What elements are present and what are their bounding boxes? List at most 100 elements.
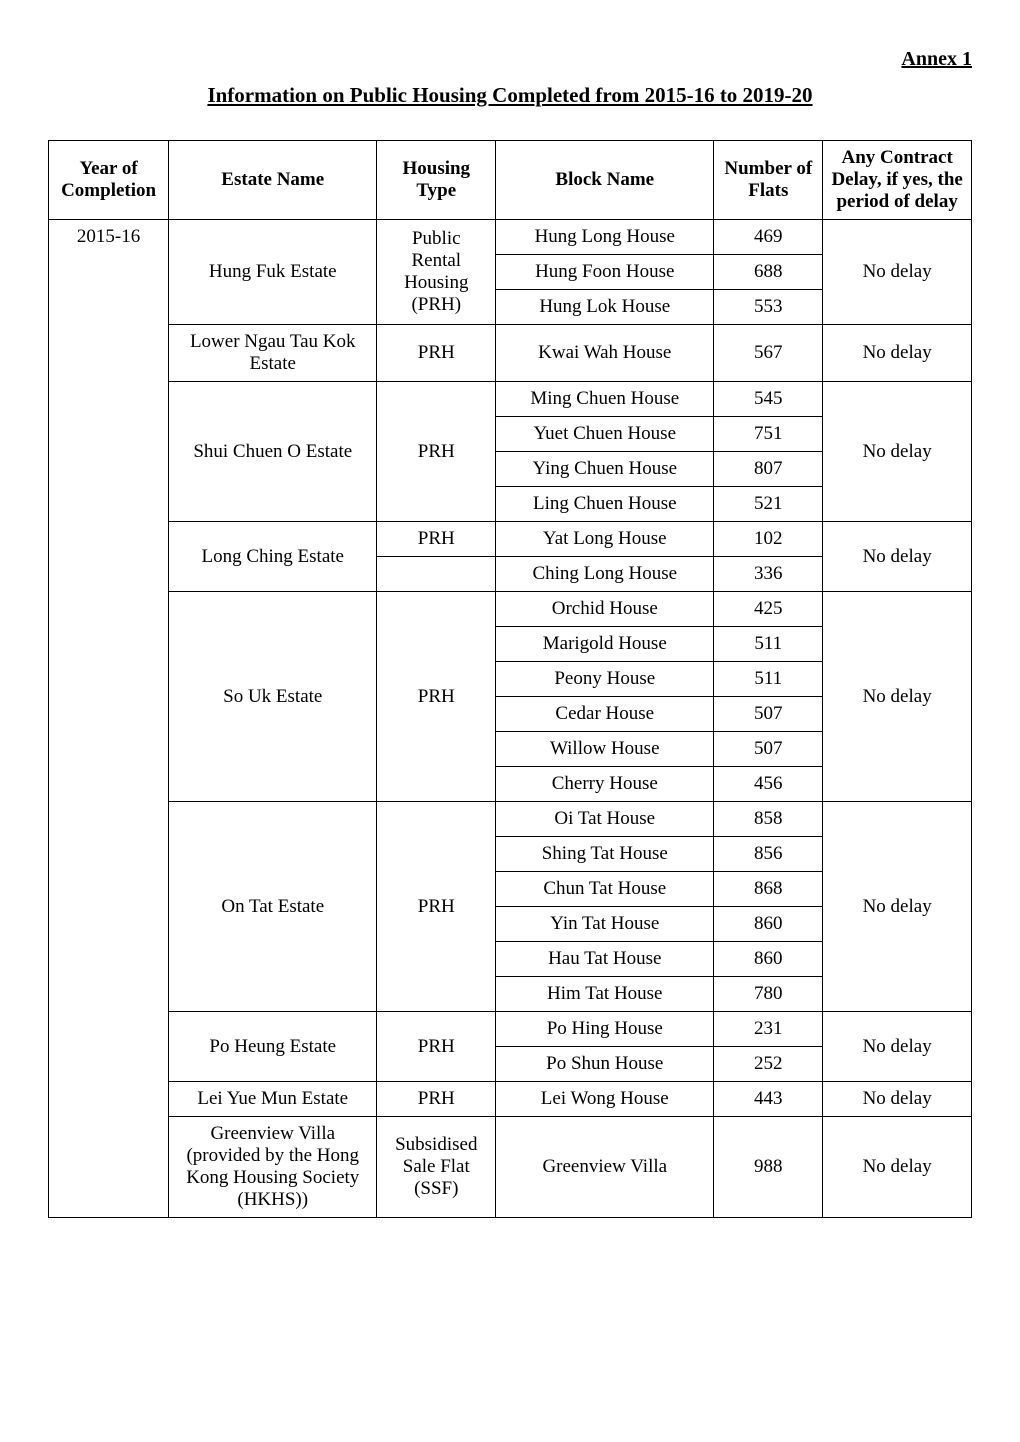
table-row: Long Ching EstatePRHYat Long House102No … (49, 522, 972, 557)
type-cell: PRH (377, 382, 496, 522)
block-cell: Oi Tat House (496, 802, 714, 837)
type-cell: PRH (377, 1082, 496, 1117)
flats-cell: 507 (714, 697, 823, 732)
table-row: Lei Yue Mun EstatePRHLei Wong House443No… (49, 1082, 972, 1117)
block-cell: Cherry House (496, 767, 714, 802)
type-cell: PRH (377, 522, 496, 557)
flats-cell: 868 (714, 872, 823, 907)
table-row: On Tat EstatePRHOi Tat House858No delay (49, 802, 972, 837)
estate-cell: Hung Fuk Estate (169, 220, 377, 325)
header-delay: Any Contract Delay, if yes, the period o… (823, 141, 972, 220)
header-block: Block Name (496, 141, 714, 220)
flats-cell: 231 (714, 1012, 823, 1047)
flats-cell: 511 (714, 662, 823, 697)
block-cell: Hung Lok House (496, 290, 714, 325)
table-row: Lower Ngau Tau Kok EstatePRHKwai Wah Hou… (49, 325, 972, 382)
flats-cell: 545 (714, 382, 823, 417)
delay-cell: No delay (823, 592, 972, 802)
flats-cell: 443 (714, 1082, 823, 1117)
table-row: Po Heung EstatePRHPo Hing House231No del… (49, 1012, 972, 1047)
delay-cell: No delay (823, 1082, 972, 1117)
block-cell: Greenview Villa (496, 1117, 714, 1218)
flats-cell: 860 (714, 907, 823, 942)
flats-cell: 511 (714, 627, 823, 662)
flats-cell: 507 (714, 732, 823, 767)
flats-cell: 336 (714, 557, 823, 592)
block-cell: Peony House (496, 662, 714, 697)
type-cell: PRH (377, 802, 496, 1012)
flats-cell: 688 (714, 255, 823, 290)
delay-cell: No delay (823, 220, 972, 325)
estate-cell: Lei Yue Mun Estate (169, 1082, 377, 1117)
flats-cell: 807 (714, 452, 823, 487)
delay-cell: No delay (823, 522, 972, 592)
table-row: 2015-16Hung Fuk EstatePublic Rental Hous… (49, 220, 972, 255)
flats-cell: 751 (714, 417, 823, 452)
block-cell: Lei Wong House (496, 1082, 714, 1117)
flats-cell: 860 (714, 942, 823, 977)
table-body: 2015-16Hung Fuk EstatePublic Rental Hous… (49, 220, 972, 1218)
flats-cell: 567 (714, 325, 823, 382)
header-flats: Number of Flats (714, 141, 823, 220)
block-cell: Kwai Wah House (496, 325, 714, 382)
table-row: So Uk EstatePRHOrchid House425No delay (49, 592, 972, 627)
table-header-row: Year of Completion Estate Name Housing T… (49, 141, 972, 220)
estate-cell: Shui Chuen O Estate (169, 382, 377, 522)
flats-cell: 456 (714, 767, 823, 802)
flats-cell: 425 (714, 592, 823, 627)
flats-cell: 858 (714, 802, 823, 837)
flats-cell: 780 (714, 977, 823, 1012)
estate-cell: Lower Ngau Tau Kok Estate (169, 325, 377, 382)
page-title: Information on Public Housing Completed … (48, 83, 972, 108)
block-cell: Ying Chuen House (496, 452, 714, 487)
estate-cell: On Tat Estate (169, 802, 377, 1012)
annex-label: Annex 1 (48, 48, 972, 71)
block-cell: Yin Tat House (496, 907, 714, 942)
block-cell: Po Shun House (496, 1047, 714, 1082)
flats-cell: 521 (714, 487, 823, 522)
type-cell (377, 557, 496, 592)
type-cell: PRH (377, 592, 496, 802)
delay-cell: No delay (823, 802, 972, 1012)
block-cell: Hung Long House (496, 220, 714, 255)
delay-cell: No delay (823, 382, 972, 522)
block-cell: Cedar House (496, 697, 714, 732)
block-cell: Yat Long House (496, 522, 714, 557)
block-cell: Yuet Chuen House (496, 417, 714, 452)
block-cell: Po Hing House (496, 1012, 714, 1047)
header-year: Year of Completion (49, 141, 169, 220)
block-cell: Hau Tat House (496, 942, 714, 977)
header-type: Housing Type (377, 141, 496, 220)
delay-cell: No delay (823, 1012, 972, 1082)
block-cell: Shing Tat House (496, 837, 714, 872)
flats-cell: 102 (714, 522, 823, 557)
block-cell: Chun Tat House (496, 872, 714, 907)
block-cell: Hung Foon House (496, 255, 714, 290)
type-cell: PRH (377, 1012, 496, 1082)
block-cell: Ming Chuen House (496, 382, 714, 417)
housing-table: Year of Completion Estate Name Housing T… (48, 140, 972, 1218)
type-cell: PRH (377, 325, 496, 382)
header-estate: Estate Name (169, 141, 377, 220)
flats-cell: 553 (714, 290, 823, 325)
block-cell: Ching Long House (496, 557, 714, 592)
flats-cell: 252 (714, 1047, 823, 1082)
type-cell: Public Rental Housing (PRH) (377, 220, 496, 325)
block-cell: Ling Chuen House (496, 487, 714, 522)
estate-cell: Long Ching Estate (169, 522, 377, 592)
delay-cell: No delay (823, 325, 972, 382)
flats-cell: 988 (714, 1117, 823, 1218)
block-cell: Orchid House (496, 592, 714, 627)
estate-cell: Greenview Villa (provided by the Hong Ko… (169, 1117, 377, 1218)
estate-cell: Po Heung Estate (169, 1012, 377, 1082)
block-cell: Him Tat House (496, 977, 714, 1012)
year-cell: 2015-16 (49, 220, 169, 1218)
flats-cell: 469 (714, 220, 823, 255)
flats-cell: 856 (714, 837, 823, 872)
delay-cell: No delay (823, 1117, 972, 1218)
estate-cell: So Uk Estate (169, 592, 377, 802)
block-cell: Marigold House (496, 627, 714, 662)
type-cell: Subsidised Sale Flat (SSF) (377, 1117, 496, 1218)
table-row: Shui Chuen O EstatePRHMing Chuen House54… (49, 382, 972, 417)
table-row: Greenview Villa (provided by the Hong Ko… (49, 1117, 972, 1218)
